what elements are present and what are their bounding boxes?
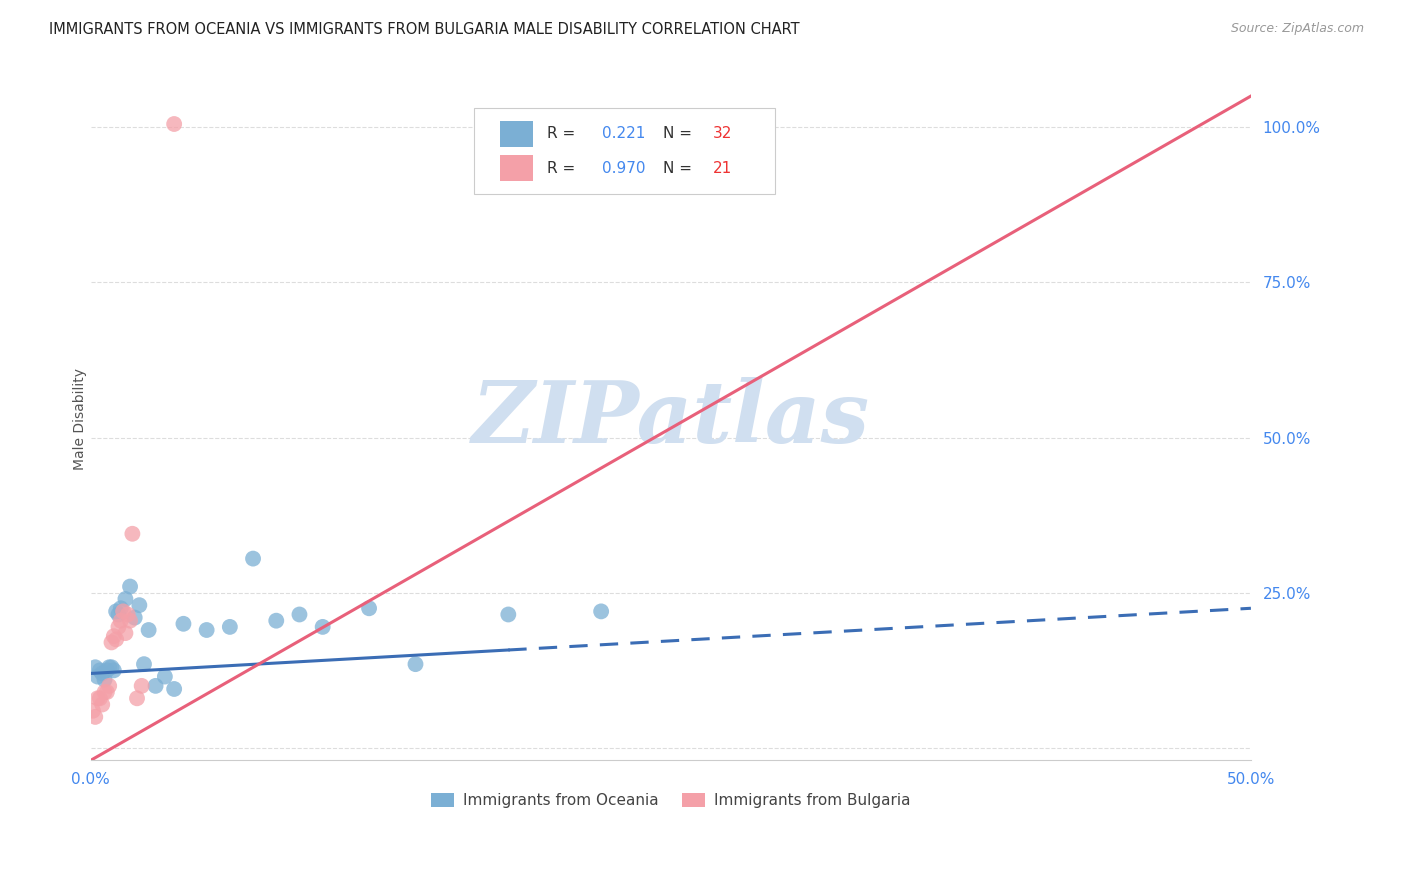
Text: 0.970: 0.970 bbox=[602, 161, 645, 176]
Point bbox=[89, 691, 111, 706]
Point bbox=[96, 664, 118, 678]
Point bbox=[96, 685, 118, 699]
Point bbox=[107, 620, 129, 634]
Point bbox=[405, 657, 427, 672]
Point bbox=[128, 598, 150, 612]
Text: 21: 21 bbox=[713, 161, 731, 176]
Point bbox=[82, 704, 104, 718]
Point bbox=[311, 620, 333, 634]
FancyBboxPatch shape bbox=[474, 108, 775, 194]
Point bbox=[120, 580, 142, 594]
Point bbox=[110, 614, 132, 628]
Point bbox=[100, 635, 122, 649]
Point bbox=[153, 669, 176, 683]
Point bbox=[86, 669, 108, 683]
Point bbox=[100, 660, 122, 674]
Point bbox=[84, 710, 107, 724]
Point bbox=[124, 610, 146, 624]
Point bbox=[103, 629, 125, 643]
Text: 0.221: 0.221 bbox=[602, 126, 645, 141]
Point bbox=[86, 691, 108, 706]
Point bbox=[98, 679, 121, 693]
Point bbox=[107, 607, 129, 622]
Point bbox=[117, 607, 139, 622]
Point bbox=[120, 614, 142, 628]
Point bbox=[98, 660, 121, 674]
Point bbox=[93, 685, 115, 699]
Legend: Immigrants from Oceania, Immigrants from Bulgaria: Immigrants from Oceania, Immigrants from… bbox=[425, 787, 917, 814]
Point bbox=[114, 591, 136, 606]
Point bbox=[163, 117, 186, 131]
Text: R =: R = bbox=[547, 161, 579, 176]
Point bbox=[242, 551, 264, 566]
Point bbox=[114, 626, 136, 640]
Point bbox=[218, 620, 240, 634]
Y-axis label: Male Disability: Male Disability bbox=[73, 368, 87, 470]
Point bbox=[103, 664, 125, 678]
Point bbox=[498, 607, 520, 622]
Point bbox=[121, 526, 143, 541]
Text: ZIPatlas: ZIPatlas bbox=[471, 377, 870, 460]
Text: R =: R = bbox=[547, 126, 579, 141]
Point bbox=[264, 614, 287, 628]
Text: N =: N = bbox=[662, 126, 696, 141]
Point bbox=[105, 604, 128, 618]
Point bbox=[93, 673, 115, 687]
Point bbox=[163, 681, 186, 696]
Bar bbox=[501, 120, 533, 146]
Point bbox=[112, 604, 135, 618]
Point bbox=[195, 623, 218, 637]
Point bbox=[172, 616, 194, 631]
Text: Source: ZipAtlas.com: Source: ZipAtlas.com bbox=[1230, 22, 1364, 36]
Point bbox=[105, 632, 128, 647]
Text: N =: N = bbox=[662, 161, 696, 176]
Point bbox=[591, 604, 613, 618]
Point bbox=[138, 623, 160, 637]
Point bbox=[131, 679, 153, 693]
Text: 32: 32 bbox=[713, 126, 733, 141]
Point bbox=[89, 664, 111, 678]
Text: IMMIGRANTS FROM OCEANIA VS IMMIGRANTS FROM BULGARIA MALE DISABILITY CORRELATION : IMMIGRANTS FROM OCEANIA VS IMMIGRANTS FR… bbox=[49, 22, 800, 37]
Point bbox=[125, 691, 148, 706]
Point bbox=[288, 607, 311, 622]
Point bbox=[110, 601, 132, 615]
Point bbox=[359, 601, 381, 615]
Point bbox=[132, 657, 155, 672]
Point bbox=[145, 679, 167, 693]
Point bbox=[91, 666, 114, 681]
Point bbox=[84, 660, 107, 674]
Point bbox=[91, 698, 114, 712]
Bar bbox=[501, 155, 533, 181]
